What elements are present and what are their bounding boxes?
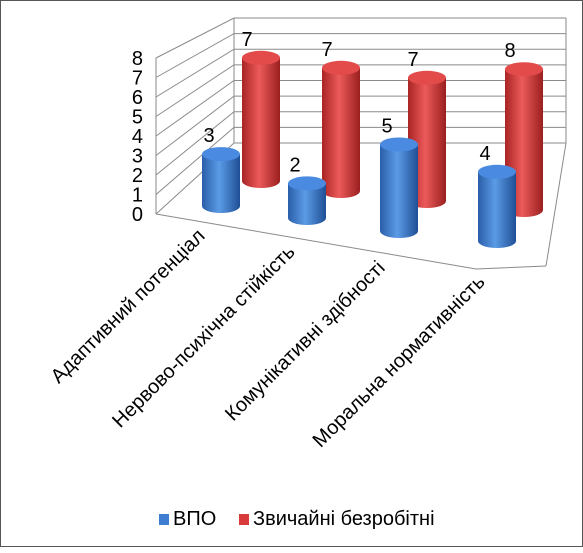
data-label-vpo: 2 (289, 154, 300, 176)
bar-regular-1 (242, 50, 280, 188)
legend-swatch-vpo (159, 514, 169, 525)
data-label-vpo: 4 (479, 143, 490, 165)
bar-vpo-3-body (380, 144, 418, 238)
y-tick-label: 8 (132, 48, 143, 70)
data-labels: 7 7 7 8 3 2 5 4 (203, 29, 515, 177)
y-tick-label: 2 (132, 165, 143, 187)
bar-vpo-1-top (202, 147, 240, 162)
bar-vpo-1 (202, 147, 240, 213)
y-tick-label: 7 (132, 68, 143, 90)
bar-vpo-1-body (202, 154, 240, 213)
bar-vpo-2-body (288, 183, 326, 225)
bars (202, 50, 543, 248)
legend-label-vpo: ВПО (173, 508, 216, 530)
floor-edge (155, 213, 547, 270)
bar-regular-1-body (242, 57, 280, 188)
gridline (155, 95, 566, 156)
x-category-label: Нервово-психічна стійкість (108, 241, 299, 432)
bar-vpo-3 (380, 137, 418, 238)
bar-regular-2-top (322, 60, 360, 75)
bar-vpo-4-body (478, 171, 516, 248)
y-tick-label: 4 (132, 126, 143, 148)
data-label-regular: 8 (504, 40, 515, 62)
bar-regular-4-top (505, 62, 543, 77)
bar-regular-2 (322, 60, 360, 198)
bar-vpo-4-top (478, 164, 516, 179)
y-tick-label: 3 (132, 146, 143, 168)
floor-edge-right (545, 142, 567, 267)
data-label-vpo: 5 (381, 116, 392, 138)
y-tick-label: 1 (132, 185, 143, 207)
bar-regular-3-top (408, 70, 446, 85)
y-tick-label: 5 (132, 107, 143, 129)
bar-vpo-3-top (380, 137, 418, 152)
bar-vpo-2-top (288, 176, 326, 191)
legend: ВПО Звичайні безробітні (159, 508, 435, 530)
legend-swatch-regular (239, 514, 249, 525)
bar-regular-2-body (322, 67, 360, 198)
data-label-vpo: 3 (203, 125, 214, 147)
data-label-regular: 7 (407, 49, 418, 71)
legend-label-regular: Звичайні безробітні (253, 508, 435, 530)
y-tick-label: 6 (132, 87, 143, 109)
y-tick-label: 0 (132, 204, 143, 226)
data-label-regular: 7 (241, 29, 252, 51)
data-label-regular: 7 (321, 39, 332, 61)
bar-vpo-4 (478, 164, 516, 248)
gridlines (155, 17, 567, 270)
bar-regular-1-top (242, 50, 280, 65)
bar-vpo-2 (288, 176, 326, 225)
